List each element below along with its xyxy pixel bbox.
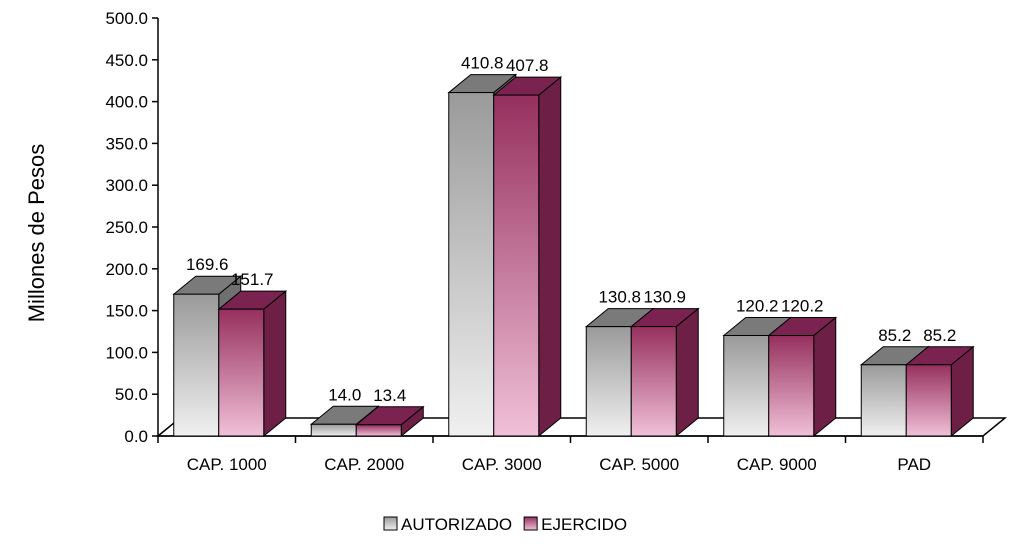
data-label: 151.7 bbox=[231, 270, 274, 289]
bar bbox=[767, 316, 838, 438]
data-label: 85.2 bbox=[923, 326, 956, 345]
y-tick-label: 400.0 bbox=[105, 93, 148, 112]
y-tick-label: 500.0 bbox=[105, 9, 148, 28]
bar-front bbox=[630, 326, 677, 437]
y-tick-label: 200.0 bbox=[105, 260, 148, 279]
x-tick-label: PAD bbox=[897, 455, 931, 474]
bar-front bbox=[723, 335, 770, 437]
bar-front bbox=[585, 326, 632, 437]
y-tick-label: 0.0 bbox=[124, 427, 148, 446]
y-tick-label: 300.0 bbox=[105, 176, 148, 195]
y-tick-label: 350.0 bbox=[105, 134, 148, 153]
x-tick-label: CAP. 1000 bbox=[187, 455, 267, 474]
bar bbox=[492, 76, 563, 438]
data-label: 169.6 bbox=[186, 255, 229, 274]
data-label: 120.2 bbox=[781, 297, 824, 316]
data-label: 407.8 bbox=[506, 56, 549, 75]
bar-front bbox=[448, 92, 495, 437]
y-tick-label: 250.0 bbox=[105, 218, 148, 237]
x-tick-label: CAP. 3000 bbox=[462, 455, 542, 474]
data-label: 410.8 bbox=[461, 54, 504, 73]
bar-front bbox=[310, 423, 357, 437]
legend-label: EJERCIDO bbox=[541, 515, 627, 534]
data-label: 13.4 bbox=[373, 386, 406, 405]
bar-side bbox=[538, 76, 562, 438]
bar bbox=[904, 345, 975, 438]
data-label: 120.2 bbox=[736, 297, 779, 316]
bar-side bbox=[813, 316, 837, 438]
x-tick-label: CAP. 5000 bbox=[599, 455, 679, 474]
bar-front bbox=[860, 364, 907, 437]
y-tick-label: 50.0 bbox=[115, 385, 148, 404]
bar-front bbox=[173, 293, 220, 437]
legend: AUTORIZADO EJERCIDO bbox=[383, 515, 627, 534]
bar-front bbox=[905, 364, 952, 437]
y-tick-label: 100.0 bbox=[105, 343, 148, 362]
y-tick-label: 450.0 bbox=[105, 51, 148, 70]
bar bbox=[629, 307, 700, 438]
bars bbox=[172, 73, 975, 438]
x-tick-label: CAP. 2000 bbox=[324, 455, 404, 474]
bar bbox=[217, 290, 288, 438]
bar-front bbox=[768, 335, 815, 437]
y-axis-label: Millones de Pesos bbox=[24, 144, 49, 323]
axes: 0.0 50.0 100.0 150.0 200.0 250.0 300.0 350.0 400… bbox=[105, 9, 984, 474]
bar-front bbox=[218, 308, 265, 437]
legend-label: AUTORIZADO bbox=[401, 515, 512, 534]
legend-swatch bbox=[383, 516, 398, 531]
data-label: 130.9 bbox=[643, 288, 686, 307]
x-tick-label: CAP. 9000 bbox=[737, 455, 817, 474]
data-label: 14.0 bbox=[328, 385, 361, 404]
bar-front bbox=[493, 94, 540, 437]
legend-swatch bbox=[523, 516, 538, 531]
data-label: 85.2 bbox=[878, 326, 911, 345]
data-label: 130.8 bbox=[598, 288, 641, 307]
y-tick-label: 150.0 bbox=[105, 302, 148, 321]
bar-front bbox=[355, 424, 402, 437]
bar bbox=[354, 405, 425, 438]
bar-side bbox=[263, 290, 287, 438]
bar-side bbox=[675, 307, 699, 438]
